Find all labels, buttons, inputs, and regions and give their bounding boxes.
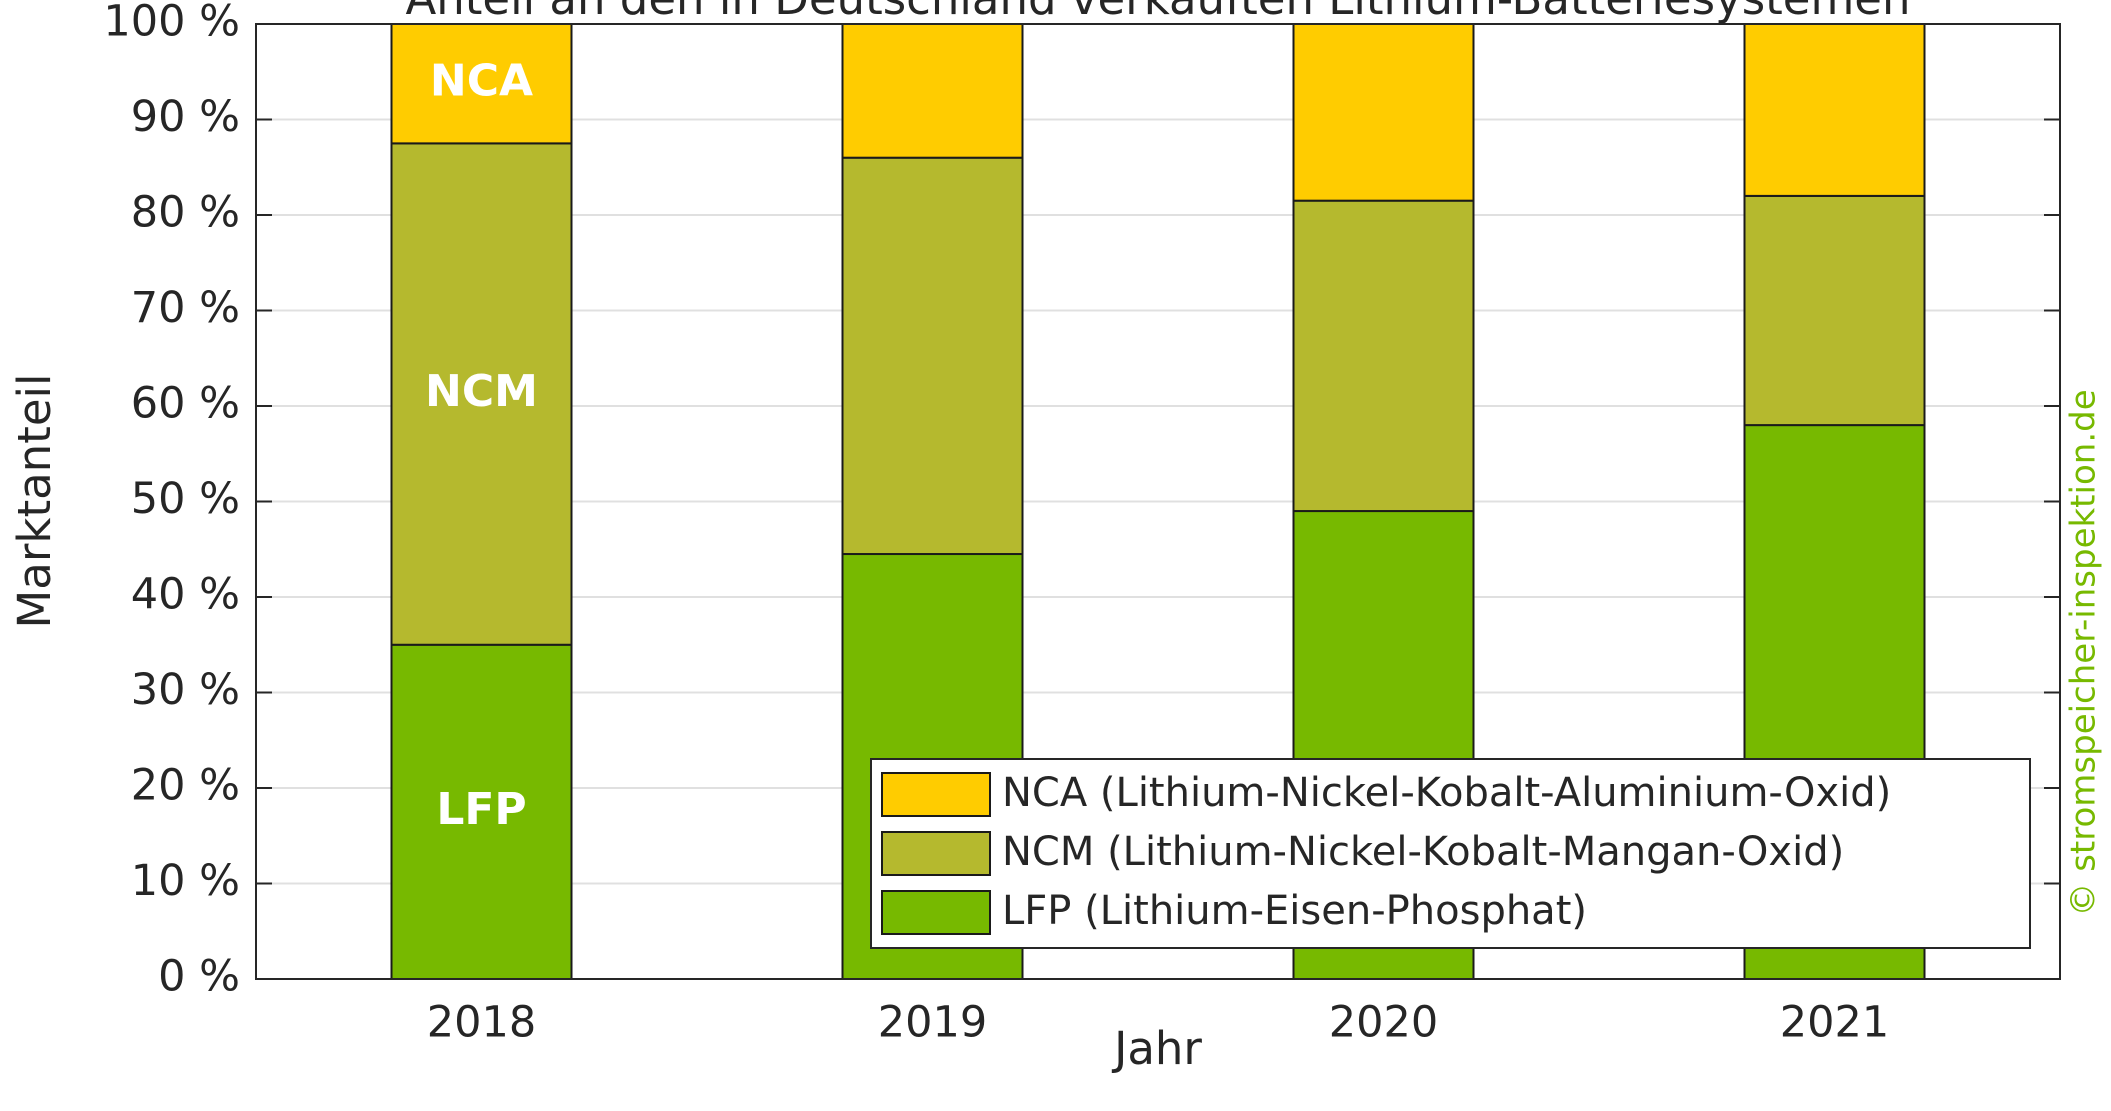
y-tick-label: 50 % xyxy=(131,474,240,524)
y-tick-label: 90 % xyxy=(131,92,240,142)
bar-segment xyxy=(390,142,573,646)
bar-segment xyxy=(841,23,1024,159)
y-tick-label: 20 % xyxy=(131,761,240,811)
x-tick-label: 2021 xyxy=(1780,998,1889,1048)
bar-segment xyxy=(1292,23,1475,202)
bar-segment xyxy=(1743,194,1926,427)
legend-box xyxy=(870,758,2031,949)
plot-frame xyxy=(255,23,2061,980)
y-tick-label: 70 % xyxy=(131,283,240,333)
bar-segment xyxy=(1743,23,1926,197)
chart-title: Anteil an den in Deutschland verkauften … xyxy=(405,0,1910,25)
bar-segment xyxy=(390,23,573,145)
bar-label: NCM xyxy=(425,366,538,417)
y-tick-label: 30 % xyxy=(131,665,240,715)
bar-segment xyxy=(841,156,1024,556)
y-tick-label: 10 % xyxy=(131,856,240,906)
bar-label: LFP xyxy=(436,784,526,835)
bar-label: NCA xyxy=(430,56,533,107)
x-tick-label: 2019 xyxy=(878,998,987,1048)
y-tick-label: 100 % xyxy=(103,0,240,47)
y-tick-label: 0 % xyxy=(158,952,240,1002)
legend-swatch xyxy=(881,772,991,817)
watermark: © stromspeicher-inspektion.de xyxy=(2064,389,2104,916)
legend-swatch xyxy=(881,831,991,876)
legend-swatch xyxy=(881,890,991,935)
legend-label: NCA (Lithium-Nickel-Kobalt-Aluminium-Oxi… xyxy=(1002,770,1891,816)
y-axis-label: Marktanteil xyxy=(8,373,61,628)
x-axis-label: Jahr xyxy=(1111,1022,1202,1075)
x-tick-label: 2018 xyxy=(427,998,536,1048)
bar-segment xyxy=(1292,199,1475,513)
legend-label: NCM (Lithium-Nickel-Kobalt-Mangan-Oxid) xyxy=(1002,829,1844,875)
y-tick-label: 80 % xyxy=(131,188,240,238)
x-tick-label: 2020 xyxy=(1329,998,1438,1048)
legend-label: LFP (Lithium-Eisen-Phosphat) xyxy=(1002,888,1587,934)
y-tick-label: 40 % xyxy=(131,570,240,620)
y-tick-label: 60 % xyxy=(131,379,240,429)
